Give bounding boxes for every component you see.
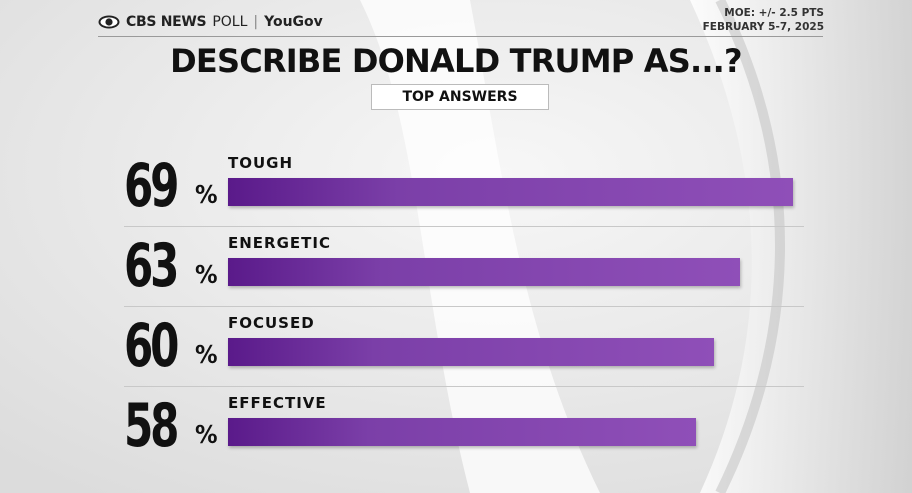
percent-sign: % bbox=[195, 420, 218, 449]
brand-separator: | bbox=[253, 14, 259, 30]
value-label: 63% bbox=[124, 232, 224, 300]
brand-poll: POLL bbox=[212, 14, 248, 30]
value-label: 69% bbox=[124, 152, 224, 220]
bar-row: 60% FOCUSED bbox=[0, 310, 912, 390]
bar bbox=[228, 258, 740, 286]
category-label: TOUGH bbox=[228, 154, 294, 172]
value-number: 60 bbox=[124, 311, 179, 381]
cbs-eye-icon bbox=[98, 15, 120, 29]
header-divider bbox=[98, 36, 823, 37]
poll-meta: MOE: +/- 2.5 PTS FEBRUARY 5-7, 2025 bbox=[703, 6, 824, 34]
bar-row: 58% EFFECTIVE bbox=[0, 390, 912, 470]
bar-row: 63% ENERGETIC bbox=[0, 230, 912, 310]
value-label: 58% bbox=[124, 392, 224, 460]
row-divider bbox=[124, 386, 804, 387]
margin-of-error: MOE: +/- 2.5 PTS bbox=[724, 7, 824, 19]
category-label: FOCUSED bbox=[228, 314, 315, 332]
bar bbox=[228, 418, 696, 446]
value-number: 63 bbox=[124, 231, 179, 301]
bar bbox=[228, 178, 793, 206]
poll-dates: FEBRUARY 5-7, 2025 bbox=[702, 21, 824, 33]
value-number: 69 bbox=[124, 151, 179, 221]
value-label: 60% bbox=[124, 312, 224, 380]
percent-sign: % bbox=[195, 180, 218, 209]
percent-sign: % bbox=[195, 340, 218, 369]
brand-cbs-news: CBS NEWS bbox=[126, 14, 207, 30]
brand: CBS NEWS POLL | YouGov bbox=[98, 14, 323, 30]
row-divider bbox=[124, 306, 804, 307]
value-number: 58 bbox=[124, 391, 179, 461]
percent-sign: % bbox=[195, 260, 218, 289]
category-label: EFFECTIVE bbox=[228, 394, 327, 412]
brand-yougov: YouGov bbox=[264, 14, 323, 30]
bar bbox=[228, 338, 714, 366]
row-divider bbox=[124, 226, 804, 227]
category-label: ENERGETIC bbox=[228, 234, 331, 252]
chart-subtitle: TOP ANSWERS bbox=[371, 84, 549, 110]
chart-title: DESCRIBE DONALD TRUMP AS...? bbox=[170, 42, 742, 80]
bar-row: 69% TOUGH bbox=[0, 150, 912, 230]
